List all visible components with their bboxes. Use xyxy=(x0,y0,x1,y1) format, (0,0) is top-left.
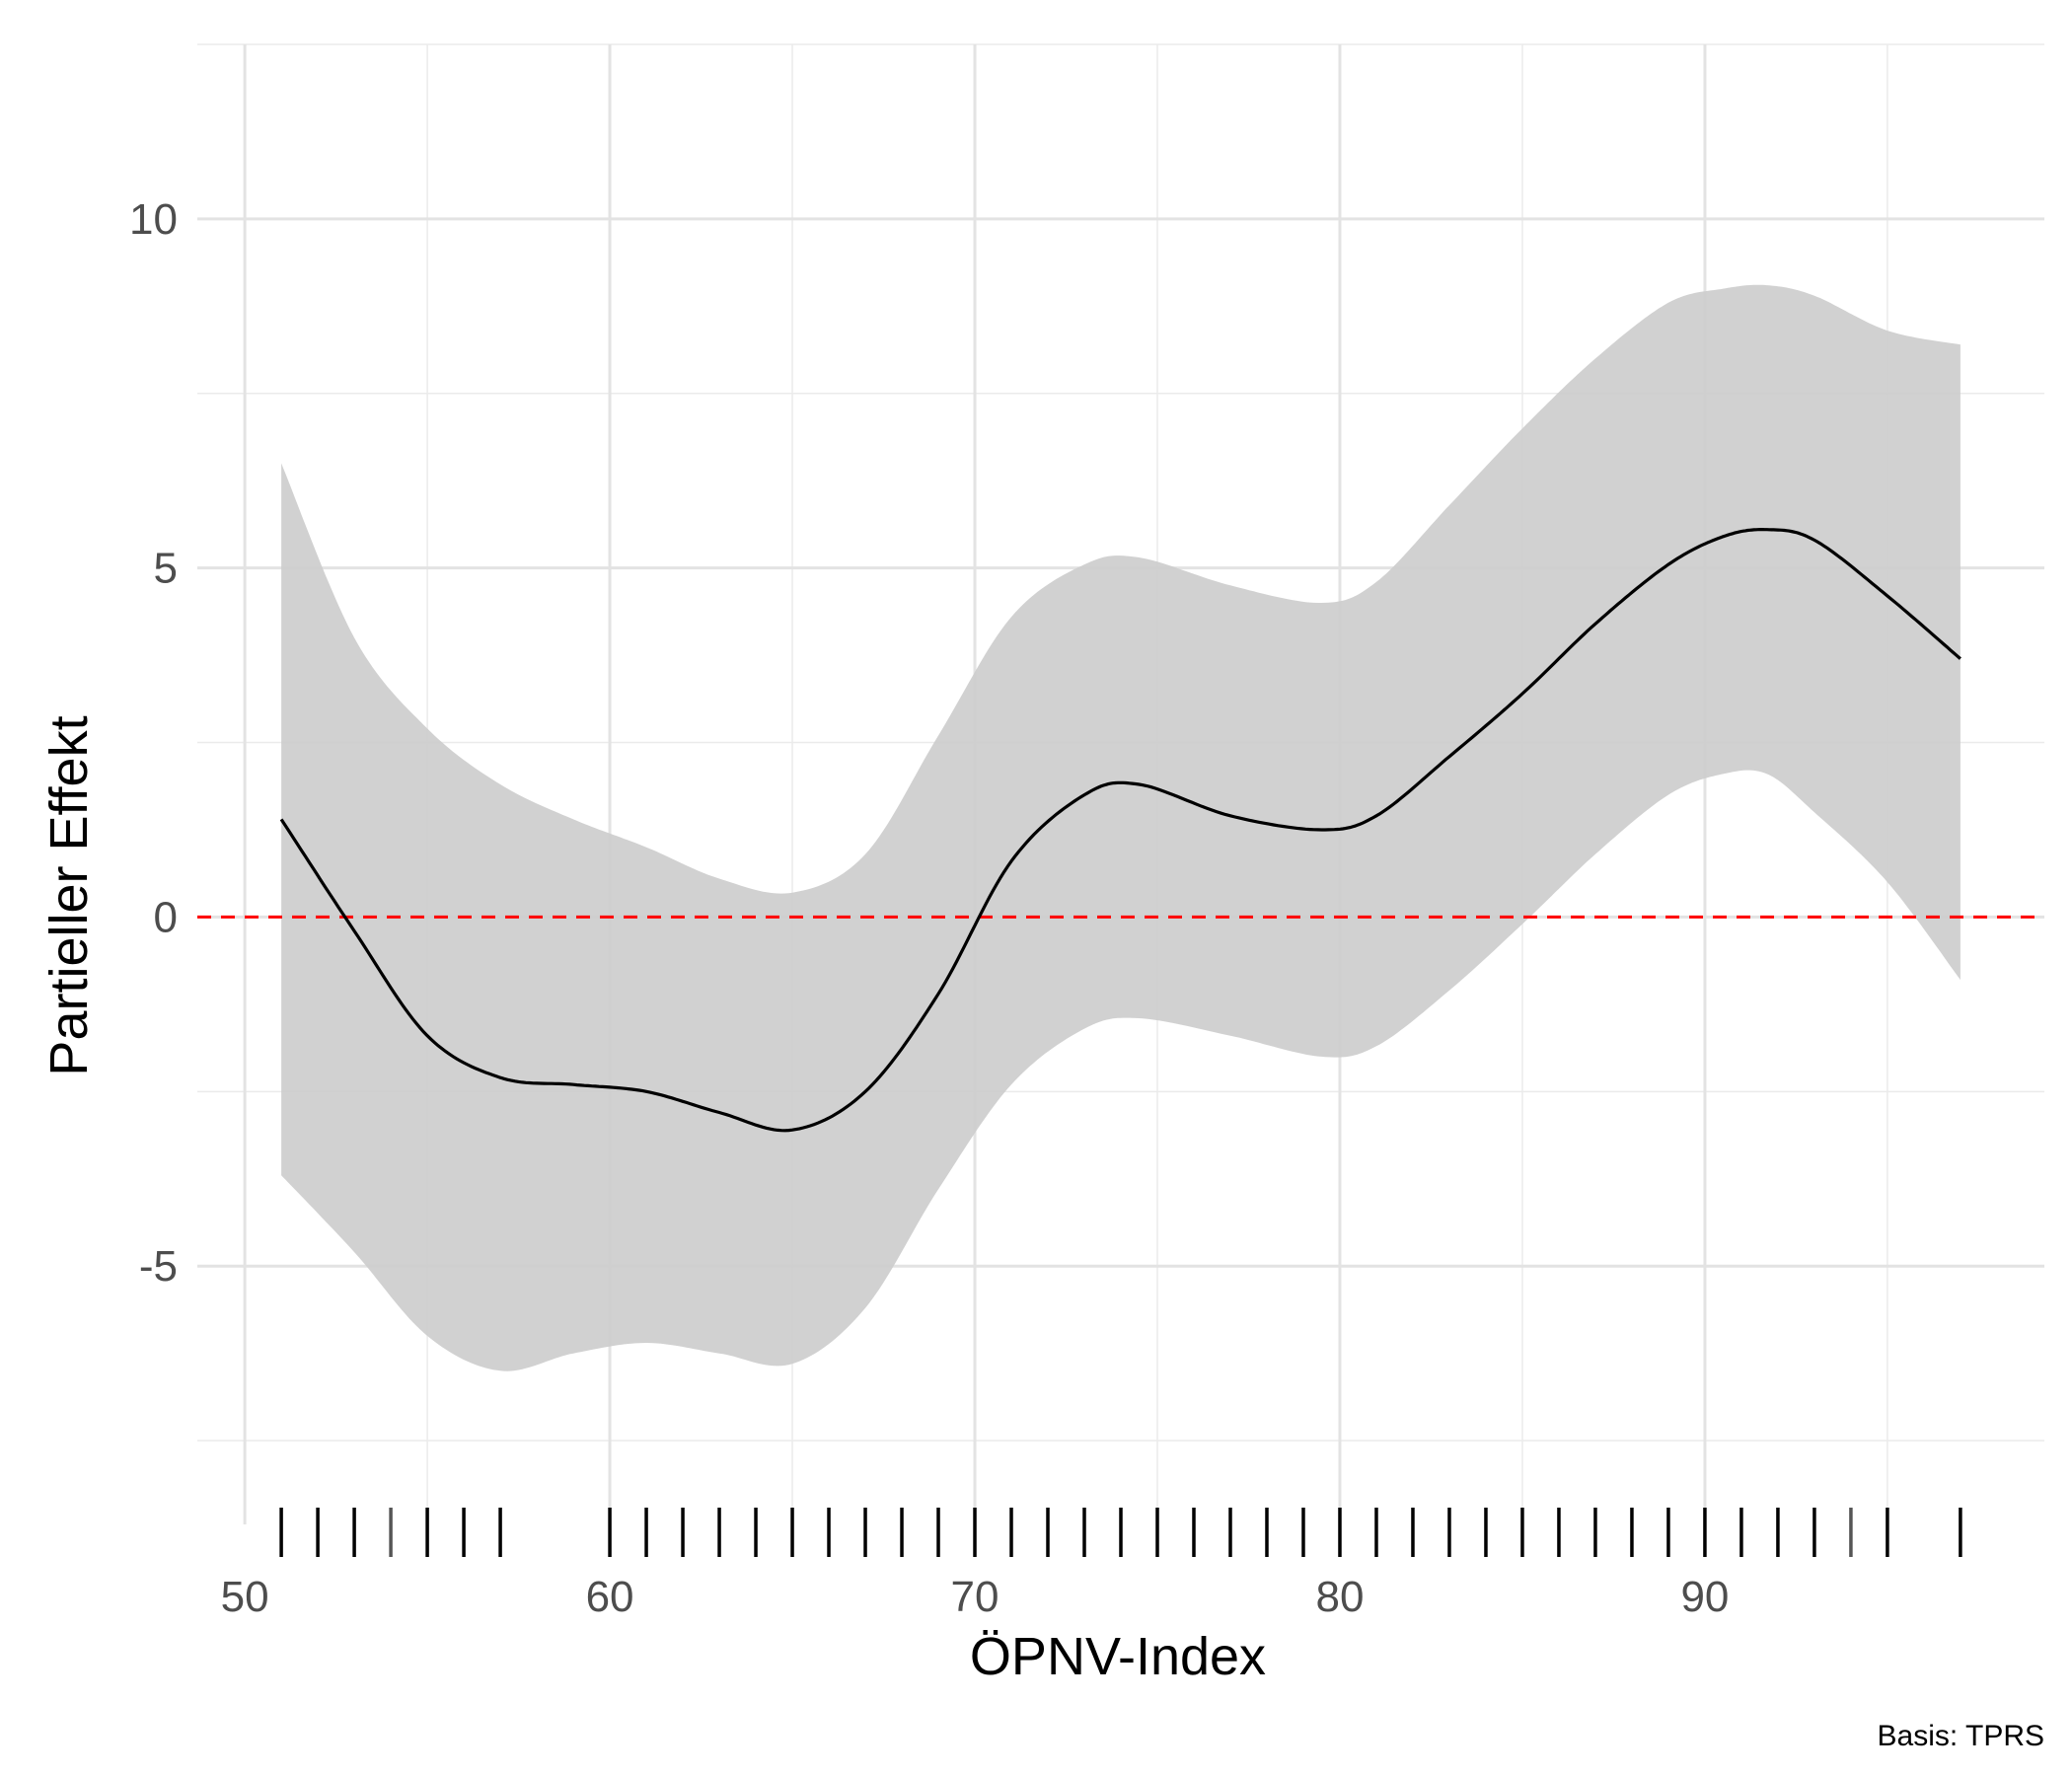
confidence-band xyxy=(281,284,1961,1371)
x-axis-title: ÖPNV-Index xyxy=(970,1627,1266,1686)
y-tick-labels: -5 0 5 10 xyxy=(129,195,178,1291)
y-tick-label: -5 xyxy=(139,1242,178,1291)
y-tick-label: 10 xyxy=(129,195,178,244)
x-tick-label: 70 xyxy=(951,1573,999,1621)
x-tick-label: 50 xyxy=(221,1573,269,1621)
fitted-line-layer xyxy=(279,528,1961,1133)
x-tick-label: 60 xyxy=(586,1573,634,1621)
x-tick-labels: 50 60 70 80 90 xyxy=(221,1573,1730,1621)
x-tick-label: 90 xyxy=(1680,1573,1729,1621)
confidence-band-layer xyxy=(281,284,1961,1371)
y-axis-title: Partieller Effekt xyxy=(39,715,99,1075)
rug-marks xyxy=(279,1508,1962,1557)
caption: Basis: TPRS xyxy=(1878,1720,2045,1752)
x-tick-label: 80 xyxy=(1315,1573,1364,1621)
y-tick-label: 0 xyxy=(154,893,178,941)
fitted-line xyxy=(279,528,1961,1133)
y-tick-label: 5 xyxy=(154,545,178,593)
